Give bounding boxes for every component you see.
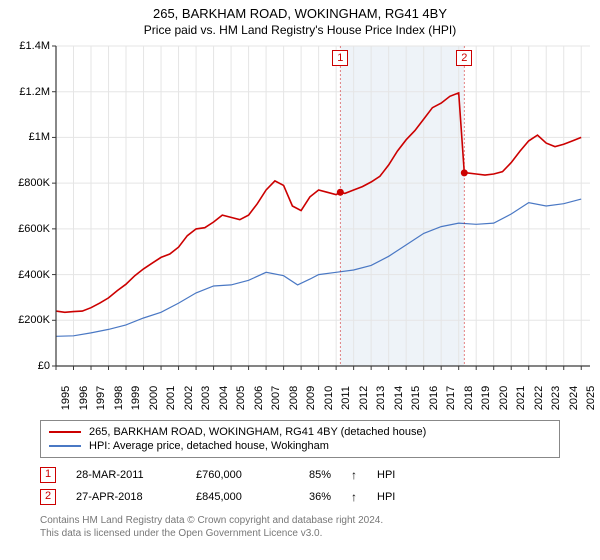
y-tick-label: £200K <box>4 314 50 326</box>
x-tick-label: 1995 <box>60 386 72 410</box>
sale-number-badge: 2 <box>40 489 56 505</box>
sale-price: £845,000 <box>196 491 266 503</box>
legend-swatch <box>49 431 81 433</box>
x-tick-label: 2021 <box>515 386 527 410</box>
x-tick-label: 2020 <box>498 386 510 410</box>
x-tick-label: 2000 <box>148 386 160 410</box>
y-tick-label: £1M <box>4 131 50 143</box>
x-tick-label: 2017 <box>445 386 457 410</box>
x-tick-label: 2024 <box>568 386 580 410</box>
x-tick-label: 2018 <box>463 386 475 410</box>
x-tick-label: 2008 <box>288 386 300 410</box>
x-tick-label: 2013 <box>375 386 387 410</box>
y-tick-label: £800K <box>4 177 50 189</box>
arrow-up-icon: ↑ <box>351 490 357 504</box>
x-tick-label: 2006 <box>253 386 265 410</box>
footer-line-1: Contains HM Land Registry data © Crown c… <box>40 514 383 527</box>
x-tick-label: 2014 <box>393 386 405 410</box>
x-tick-label: 2007 <box>270 386 282 410</box>
y-tick-label: £400K <box>4 269 50 281</box>
sale-price: £760,000 <box>196 469 266 481</box>
sale-pct: 36% <box>286 491 331 503</box>
x-tick-label: 1997 <box>95 386 107 410</box>
x-tick-label: 2023 <box>550 386 562 410</box>
legend-row: 265, BARKHAM ROAD, WOKINGHAM, RG41 4BY (… <box>49 425 551 439</box>
arrow-up-icon: ↑ <box>351 468 357 482</box>
y-tick-label: £1.4M <box>4 40 50 52</box>
x-tick-label: 2005 <box>235 386 247 410</box>
x-tick-label: 2015 <box>410 386 422 410</box>
y-tick-label: £1.2M <box>4 86 50 98</box>
chart-svg <box>56 46 590 366</box>
x-tick-label: 2025 <box>585 386 597 410</box>
x-tick-label: 2004 <box>218 386 230 410</box>
legend-swatch <box>49 445 81 447</box>
sale-date: 28-MAR-2011 <box>76 469 176 481</box>
y-tick-label: £600K <box>4 223 50 235</box>
page-subtitle: Price paid vs. HM Land Registry's House … <box>0 21 600 37</box>
sale-events: 1 28-MAR-2011 £760,000 85% ↑ HPI 2 27-APR-2018 £… <box>40 464 395 508</box>
sale-number-badge: 1 <box>40 467 56 483</box>
footer: Contains HM Land Registry data © Crown c… <box>40 514 383 540</box>
legend: 265, BARKHAM ROAD, WOKINGHAM, RG41 4BY (… <box>40 420 560 458</box>
chart-area <box>56 46 590 366</box>
footer-line-2: This data is licensed under the Open Gov… <box>40 527 383 540</box>
legend-label: 265, BARKHAM ROAD, WOKINGHAM, RG41 4BY (… <box>89 426 426 438</box>
sale-row: 2 27-APR-2018 £845,000 36% ↑ HPI <box>40 486 395 508</box>
legend-label: HPI: Average price, detached house, Woki… <box>89 440 329 452</box>
sale-marker-flag: 1 <box>332 50 348 66</box>
sale-row: 1 28-MAR-2011 £760,000 85% ↑ HPI <box>40 464 395 486</box>
x-tick-label: 2002 <box>183 386 195 410</box>
x-tick-label: 2003 <box>200 386 212 410</box>
x-tick-label: 2016 <box>428 386 440 410</box>
sale-suffix: HPI <box>377 469 395 481</box>
x-tick-label: 2009 <box>305 386 317 410</box>
x-tick-label: 2022 <box>533 386 545 410</box>
x-tick-label: 2012 <box>358 386 370 410</box>
x-tick-label: 1998 <box>113 386 125 410</box>
sale-marker-flag: 2 <box>456 50 472 66</box>
page-title: 265, BARKHAM ROAD, WOKINGHAM, RG41 4BY <box>0 0 600 21</box>
y-tick-label: £0 <box>4 360 50 372</box>
x-tick-label: 2001 <box>165 386 177 410</box>
legend-row: HPI: Average price, detached house, Woki… <box>49 439 551 453</box>
x-tick-label: 2010 <box>323 386 335 410</box>
sale-pct: 85% <box>286 469 331 481</box>
x-tick-label: 1999 <box>130 386 142 410</box>
sale-date: 27-APR-2018 <box>76 491 176 503</box>
x-tick-label: 1996 <box>78 386 90 410</box>
sale-suffix: HPI <box>377 491 395 503</box>
x-tick-label: 2011 <box>340 386 352 410</box>
x-axis-labels: 1995 1996 1997 1998 1999 2000 2001 2002 2003 2004… <box>56 368 590 412</box>
x-tick-label: 2019 <box>480 386 492 410</box>
